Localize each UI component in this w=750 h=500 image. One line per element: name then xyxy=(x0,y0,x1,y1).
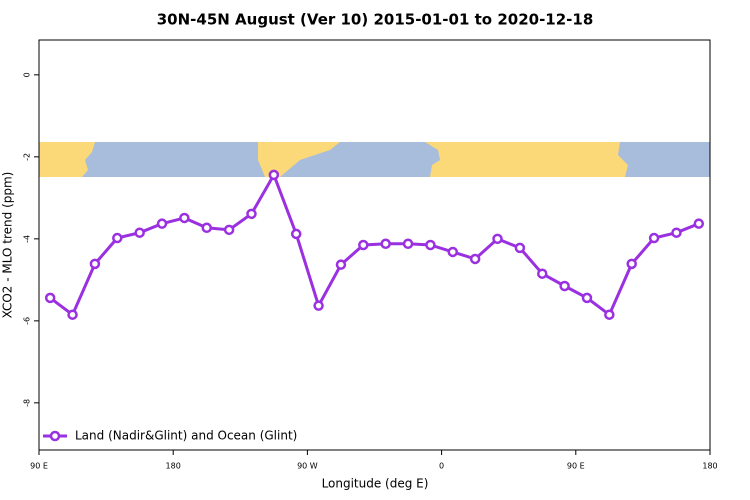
data-point xyxy=(246,208,257,220)
data-point xyxy=(469,253,481,265)
plot-frame xyxy=(38,39,711,451)
x-tick-label: 90 E xyxy=(30,462,48,471)
data-point xyxy=(112,232,123,244)
data-point xyxy=(179,212,190,224)
data-point xyxy=(604,309,615,320)
data-point xyxy=(67,309,78,320)
data-point xyxy=(156,218,168,229)
data-point xyxy=(514,242,526,254)
data-point xyxy=(581,292,593,304)
y-tick-label: 0 xyxy=(23,72,32,77)
data-point xyxy=(89,258,101,270)
x-tick-label: 0 xyxy=(439,462,444,471)
data-point xyxy=(380,238,391,250)
y-tick-label: -4 xyxy=(23,235,32,243)
legend: Land (Nadir&Glint) and Ocean (Glint) xyxy=(43,429,297,443)
data-point xyxy=(492,233,503,245)
data-point xyxy=(313,300,324,311)
y-tick-label: -6 xyxy=(23,317,32,325)
data-point xyxy=(134,227,145,238)
data-point xyxy=(693,218,705,229)
data-point xyxy=(626,258,637,270)
data-point xyxy=(648,232,660,244)
y-axis-label: XCO2 - MLO trend (ppm) xyxy=(1,172,15,319)
data-point xyxy=(290,228,302,240)
data-point xyxy=(559,280,570,292)
data-point xyxy=(223,224,235,236)
data-point xyxy=(44,292,56,304)
series-line xyxy=(49,171,700,318)
y-tick-label: -2 xyxy=(23,153,32,161)
data-point xyxy=(537,268,548,279)
data-point xyxy=(201,222,212,234)
data-point xyxy=(447,246,459,258)
data-point xyxy=(425,239,436,251)
x-tick-label: 90 E xyxy=(567,462,585,471)
data-point xyxy=(402,238,414,250)
x-tick-label: 90 W xyxy=(297,462,318,471)
data-point xyxy=(358,239,369,251)
x-tick-label: 180 xyxy=(166,462,181,471)
data-point xyxy=(671,227,682,238)
chart-title: 30N-45N August (Ver 10) 2015-01-01 to 20… xyxy=(157,11,594,29)
data-point xyxy=(335,259,347,270)
data-point xyxy=(268,169,280,181)
x-tick-label: 180 xyxy=(702,462,717,471)
legend-label: Land (Nadir&Glint) and Ocean (Glint) xyxy=(75,429,297,443)
legend-marker xyxy=(49,430,61,442)
y-tick-label: -8 xyxy=(23,399,32,407)
map-strip xyxy=(39,142,710,177)
x-axis-label: Longitude (deg E) xyxy=(322,477,429,491)
